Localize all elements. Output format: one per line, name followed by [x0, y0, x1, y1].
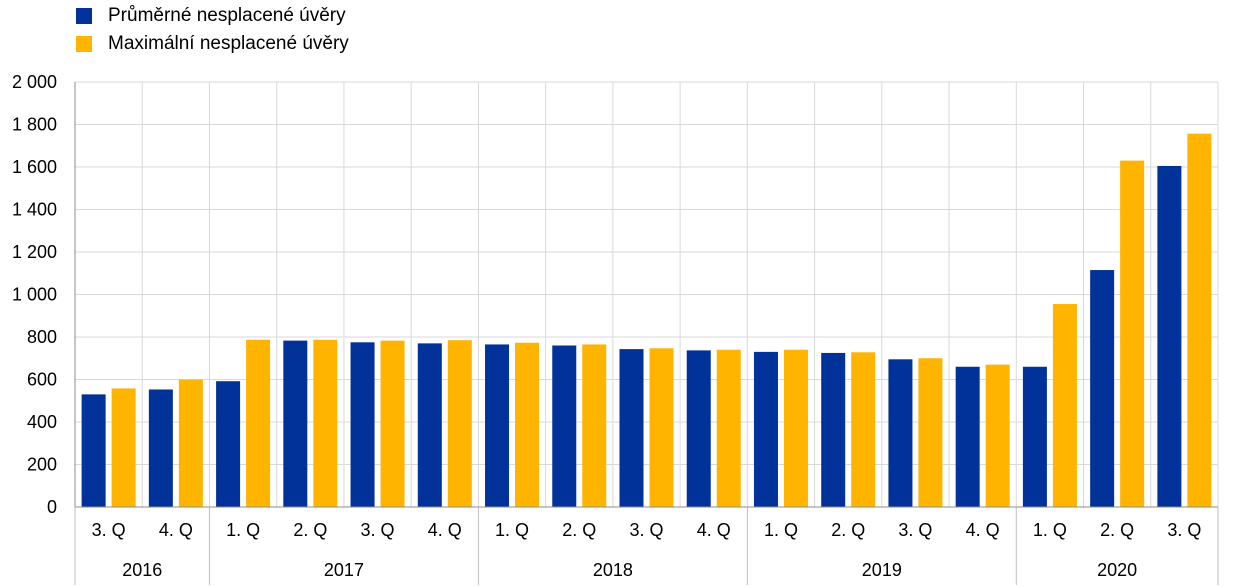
bar-maximum	[582, 344, 607, 507]
bar-maximum	[985, 364, 1010, 507]
bar-maximum	[246, 339, 271, 507]
bar-average	[1090, 270, 1115, 507]
bar-maximum	[649, 348, 674, 507]
legend-swatch-average	[76, 8, 92, 24]
year-label: 2019	[862, 560, 902, 580]
bar-maximum	[178, 379, 203, 507]
x-tick-label: 3. Q	[629, 520, 663, 540]
bar-maximum	[1052, 304, 1077, 507]
year-label: 2017	[324, 560, 364, 580]
y-tick-label: 1 000	[12, 285, 57, 305]
bar-maximum	[851, 352, 876, 507]
x-tick-label: 4. Q	[697, 520, 731, 540]
bar-average	[485, 344, 510, 507]
bar-average	[753, 351, 778, 507]
bar-average	[283, 340, 308, 507]
y-tick-label: 1 400	[12, 200, 57, 220]
legend-label-average: Průměrné nesplacené úvěry	[108, 5, 346, 26]
x-tick-label: 1. Q	[764, 520, 798, 540]
x-tick-label: 2. Q	[562, 520, 596, 540]
y-tick-label: 1 600	[12, 157, 57, 177]
y-tick-label: 600	[27, 370, 57, 390]
legend-swatch-maximum	[76, 36, 92, 52]
bar-maximum	[918, 358, 943, 507]
year-label: 2016	[122, 560, 162, 580]
x-tick-label: 2. Q	[831, 520, 865, 540]
legend-label-maximum: Maximální nesplacené úvěry	[108, 33, 349, 54]
y-tick-label: 200	[27, 455, 57, 475]
bar-maximum	[783, 349, 808, 507]
x-tick-label: 4. Q	[966, 520, 1000, 540]
bar-average	[619, 349, 644, 507]
bar-maximum	[515, 342, 540, 507]
year-label: 2018	[593, 560, 633, 580]
x-tick-label: 3. Q	[361, 520, 395, 540]
bar-average	[1157, 165, 1182, 507]
bar-maximum	[380, 340, 405, 507]
y-tick-label: 1 200	[12, 242, 57, 262]
bar-maximum	[313, 339, 338, 507]
bar-maximum	[1120, 160, 1145, 507]
bar-maximum	[716, 349, 741, 507]
y-tick-label: 2 000	[12, 72, 57, 92]
x-tick-label: 1. Q	[226, 520, 260, 540]
x-tick-label: 3. Q	[92, 520, 126, 540]
legend: Průměrné nesplacené úvěry Maximální nesp…	[76, 2, 349, 58]
y-tick-label: 0	[47, 497, 57, 517]
bar-average	[552, 345, 577, 507]
bar-average	[888, 359, 913, 507]
bar-average	[417, 343, 442, 507]
x-tick-label: 3. Q	[898, 520, 932, 540]
bar-average	[686, 350, 711, 507]
x-tick-label: 1. Q	[1033, 520, 1067, 540]
x-tick-label: 1. Q	[495, 520, 529, 540]
x-tick-label: 4. Q	[428, 520, 462, 540]
legend-item-average: Průměrné nesplacené úvěry	[76, 2, 349, 30]
y-tick-label: 400	[27, 412, 57, 432]
x-tick-label: 4. Q	[159, 520, 193, 540]
bar-maximum	[111, 388, 136, 507]
bar-average	[955, 366, 980, 507]
y-tick-label: 1 800	[12, 115, 57, 135]
x-tick-label: 2. Q	[293, 520, 327, 540]
y-tick-label: 800	[27, 327, 57, 347]
bar-average	[81, 394, 106, 507]
bar-average	[216, 381, 241, 507]
bar-maximum	[447, 340, 472, 507]
x-tick-label: 3. Q	[1167, 520, 1201, 540]
bar-average	[1022, 366, 1047, 507]
year-label: 2020	[1097, 560, 1137, 580]
x-tick-label: 2. Q	[1100, 520, 1134, 540]
bar-average	[148, 389, 173, 507]
legend-item-maximum: Maximální nesplacené úvěry	[76, 30, 349, 58]
bar-average	[821, 352, 846, 507]
bar-maximum	[1187, 133, 1212, 507]
bar-average	[350, 342, 375, 507]
